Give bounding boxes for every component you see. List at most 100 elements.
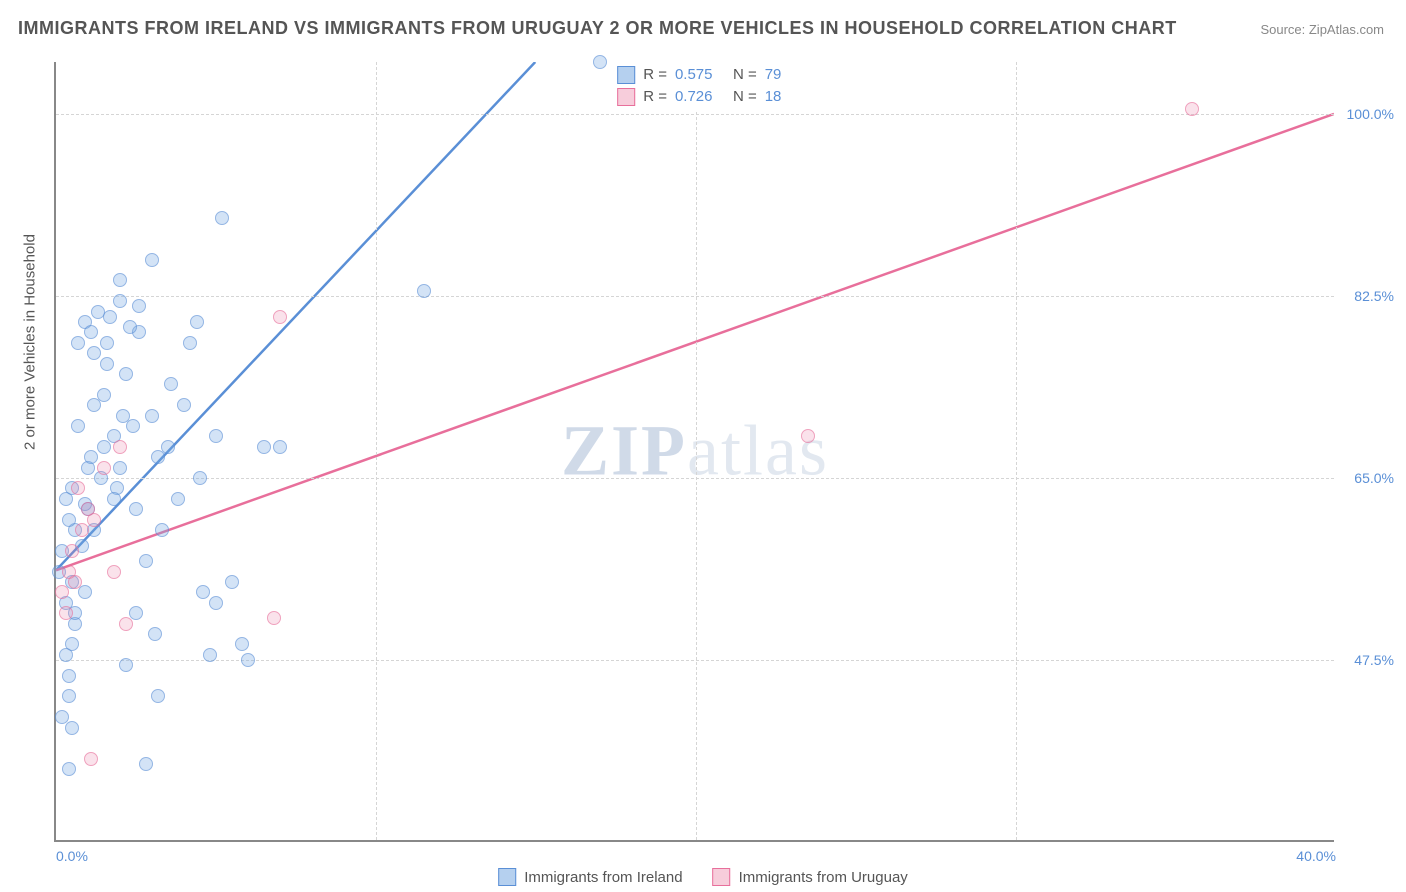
- data-point: [68, 575, 82, 589]
- data-point: [119, 367, 133, 381]
- legend-stats-row: R = 0.575 N = 79: [617, 64, 815, 86]
- data-point: [145, 409, 159, 423]
- stat-value: 18: [765, 86, 815, 108]
- data-point: [123, 320, 137, 334]
- x-tick-label: 0.0%: [56, 848, 88, 864]
- data-point: [107, 492, 121, 506]
- data-point: [257, 440, 271, 454]
- data-point: [65, 721, 79, 735]
- data-point: [78, 585, 92, 599]
- data-point: [196, 585, 210, 599]
- swatch-blue-icon: [617, 66, 635, 84]
- data-point: [113, 294, 127, 308]
- data-point: [267, 611, 281, 625]
- data-point: [107, 565, 121, 579]
- plot-area: ZIPatlas R = 0.575 N = 79 R = 0.726 N = …: [54, 62, 1334, 842]
- data-point: [113, 273, 127, 287]
- y-tick-label: 82.5%: [1354, 288, 1394, 304]
- grid-line: [56, 114, 1334, 115]
- legend-bottom: Immigrants from Ireland Immigrants from …: [498, 868, 908, 886]
- data-point: [71, 481, 85, 495]
- data-point: [55, 585, 69, 599]
- data-point: [183, 336, 197, 350]
- swatch-pink-icon: [617, 88, 635, 106]
- data-point: [84, 752, 98, 766]
- data-point: [148, 627, 162, 641]
- legend-item: Immigrants from Uruguay: [713, 868, 908, 886]
- legend-item: Immigrants from Ireland: [498, 868, 682, 886]
- legend-label: Immigrants from Ireland: [524, 869, 682, 886]
- data-point: [59, 606, 73, 620]
- data-point: [171, 492, 185, 506]
- stat-label: R =: [643, 86, 667, 108]
- data-point: [113, 440, 127, 454]
- data-point: [190, 315, 204, 329]
- data-point: [71, 336, 85, 350]
- data-point: [1185, 102, 1199, 116]
- data-point: [235, 637, 249, 651]
- data-point: [103, 310, 117, 324]
- data-point: [116, 409, 130, 423]
- data-point: [65, 544, 79, 558]
- data-point: [132, 299, 146, 313]
- data-point: [62, 513, 76, 527]
- grid-line: [1016, 62, 1017, 840]
- data-point: [151, 689, 165, 703]
- y-tick-label: 65.0%: [1354, 470, 1394, 486]
- data-point: [209, 429, 223, 443]
- y-axis-label: 2 or more Vehicles in Household: [22, 234, 39, 450]
- data-point: [193, 471, 207, 485]
- legend-label: Immigrants from Uruguay: [739, 869, 908, 886]
- data-point: [59, 648, 73, 662]
- data-point: [215, 211, 229, 225]
- grid-line: [56, 296, 1334, 297]
- data-point: [62, 669, 76, 683]
- stat-label: N =: [733, 86, 757, 108]
- data-point: [62, 689, 76, 703]
- data-point: [119, 658, 133, 672]
- y-tick-label: 47.5%: [1354, 652, 1394, 668]
- data-point: [593, 55, 607, 69]
- data-point: [203, 648, 217, 662]
- data-point: [273, 440, 287, 454]
- y-tick-label: 100.0%: [1347, 106, 1394, 122]
- stat-value: 0.726: [675, 86, 725, 108]
- legend-stats: R = 0.575 N = 79 R = 0.726 N = 18: [611, 62, 821, 110]
- data-point: [97, 388, 111, 402]
- data-point: [100, 336, 114, 350]
- watermark: ZIPatlas: [561, 410, 829, 493]
- data-point: [75, 523, 89, 537]
- data-point: [129, 502, 143, 516]
- stat-value: 79: [765, 64, 815, 86]
- stat-value: 0.575: [675, 64, 725, 86]
- swatch-pink-icon: [713, 868, 731, 886]
- data-point: [273, 310, 287, 324]
- data-point: [100, 357, 114, 371]
- data-point: [84, 450, 98, 464]
- data-point: [71, 419, 85, 433]
- data-point: [177, 398, 191, 412]
- data-point: [97, 461, 111, 475]
- data-point: [126, 419, 140, 433]
- trend-lines: [56, 62, 1334, 840]
- data-point: [164, 377, 178, 391]
- data-point: [139, 757, 153, 771]
- data-point: [145, 253, 159, 267]
- stat-label: N =: [733, 64, 757, 86]
- data-point: [139, 554, 153, 568]
- data-point: [209, 596, 223, 610]
- grid-line: [376, 62, 377, 840]
- legend-stats-row: R = 0.726 N = 18: [617, 86, 815, 108]
- stat-label: R =: [643, 64, 667, 86]
- data-point: [87, 346, 101, 360]
- data-point: [113, 461, 127, 475]
- data-point: [84, 325, 98, 339]
- data-point: [155, 523, 169, 537]
- source-label: Source: ZipAtlas.com: [1260, 22, 1384, 37]
- data-point: [161, 440, 175, 454]
- chart-title: IMMIGRANTS FROM IRELAND VS IMMIGRANTS FR…: [18, 18, 1177, 39]
- x-tick-label: 40.0%: [1296, 848, 1336, 864]
- grid-line: [696, 62, 697, 840]
- data-point: [119, 617, 133, 631]
- data-point: [801, 429, 815, 443]
